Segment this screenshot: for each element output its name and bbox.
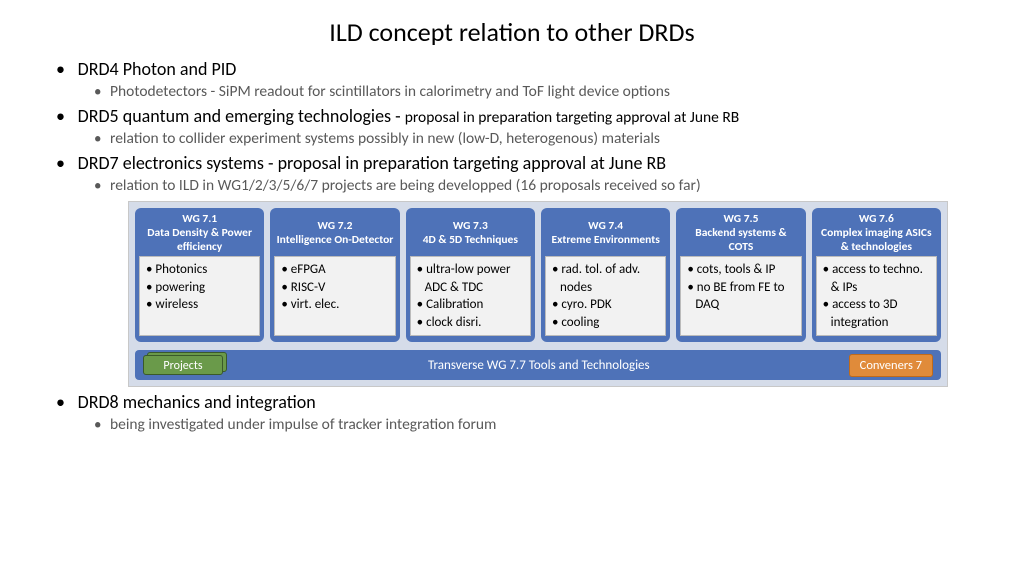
- wg-card: WG 7.6Complex imaging ASICs & technologi…: [812, 208, 941, 342]
- sub-bullet: Photodetectors - SiPM readout for scinti…: [94, 82, 968, 101]
- wg-card-body: ultra-low power ADC & TDCCalibrationcloc…: [410, 256, 531, 336]
- wg-item: virt. elec.: [281, 296, 390, 314]
- wg-card-body: rad. tol. of adv. nodescyro. PDKcooling: [545, 256, 666, 336]
- heading: DRD4 Photon and PID: [78, 58, 237, 80]
- wg-item: cyro. PDK: [552, 296, 661, 314]
- wg-card-header: WG 7.34D & 5D Techniques: [410, 212, 531, 256]
- slide: ILD concept relation to other DRDs DRD4 …: [0, 0, 1024, 446]
- bullet-drd4: DRD4 Photon and PID Photodetectors - SiP…: [56, 58, 968, 101]
- wg-item: no BE from FE to DAQ: [687, 279, 796, 314]
- heading: DRD7 electronics systems - proposal in p…: [78, 152, 666, 174]
- wg-item: wireless: [146, 296, 255, 314]
- wg-item: ultra-low power ADC & TDC: [417, 261, 526, 296]
- wg-card-header: WG 7.2Intelligence On-Detector: [274, 212, 395, 256]
- wg-item: cots, tools & IP: [687, 261, 796, 279]
- wg-item: rad. tol. of adv. nodes: [552, 261, 661, 296]
- wg-item: access to 3D integration: [823, 296, 932, 331]
- sub-bullet: being investigated under impulse of trac…: [94, 415, 968, 434]
- wg-card-body: Photonicspoweringwireless: [139, 256, 260, 336]
- wg-footer-bar: Projects Transverse WG 7.7 Tools and Tec…: [135, 350, 941, 380]
- wg-card-body: eFPGARISC-Vvirt. elec.: [274, 256, 395, 336]
- wg-card-header: WG 7.6Complex imaging ASICs & technologi…: [816, 212, 937, 256]
- wg-card-body: cots, tools & IPno BE from FE to DAQ: [680, 256, 801, 336]
- sub-bullet: relation to ILD in WG1/2/3/5/6/7 project…: [94, 176, 968, 195]
- projects-badge: Projects: [143, 354, 229, 376]
- wg-card-header: WG 7.1Data Density & Power efficiency: [139, 212, 260, 256]
- heading: DRD8 mechanics and integration: [78, 391, 316, 413]
- wg-item: powering: [146, 279, 255, 297]
- wg-card-header: WG 7.4Extreme Environments: [545, 212, 666, 256]
- wg-item: RISC-V: [281, 279, 390, 297]
- wg-card: WG 7.34D & 5D Techniquesultra-low power …: [406, 208, 535, 342]
- wg-item: cooling: [552, 314, 661, 332]
- wg-item: clock disri.: [417, 314, 526, 332]
- bullet-drd7: DRD7 electronics systems - proposal in p…: [56, 152, 968, 195]
- wg-card: WG 7.1Data Density & Power efficiencyPho…: [135, 208, 264, 342]
- wg-item: Photonics: [146, 261, 255, 279]
- conveners-badge: Conveners 7: [849, 354, 933, 377]
- bullet-drd8: DRD8 mechanics and integration being inv…: [56, 391, 968, 434]
- wg-card-body: access to techno. & IPsaccess to 3D inte…: [816, 256, 937, 336]
- wg-card: WG 7.5Backend systems & COTScots, tools …: [676, 208, 805, 342]
- wg-item: Calibration: [417, 296, 526, 314]
- wg-card-header: WG 7.5Backend systems & COTS: [680, 212, 801, 256]
- heading: DRD5 quantum and emerging technologies -…: [78, 105, 740, 127]
- wg-item: access to techno. & IPs: [823, 261, 932, 296]
- wg-card: WG 7.4Extreme Environmentsrad. tol. of a…: [541, 208, 670, 342]
- bullet-list: DRD4 Photon and PID Photodetectors - SiP…: [56, 58, 968, 195]
- wg-card: WG 7.2Intelligence On-DetectoreFPGARISC-…: [270, 208, 399, 342]
- footer-center-text: Transverse WG 7.7 Tools and Technologies: [241, 358, 837, 373]
- wg-card-row: WG 7.1Data Density & Power efficiencyPho…: [135, 208, 941, 342]
- bullet-drd5: DRD5 quantum and emerging technologies -…: [56, 105, 968, 148]
- wg-diagram: WG 7.1Data Density & Power efficiencyPho…: [128, 201, 948, 387]
- page-title: ILD concept relation to other DRDs: [56, 16, 968, 48]
- sub-bullet: relation to collider experiment systems …: [94, 129, 968, 148]
- wg-item: eFPGA: [281, 261, 390, 279]
- bullet-list-2: DRD8 mechanics and integration being inv…: [56, 391, 968, 434]
